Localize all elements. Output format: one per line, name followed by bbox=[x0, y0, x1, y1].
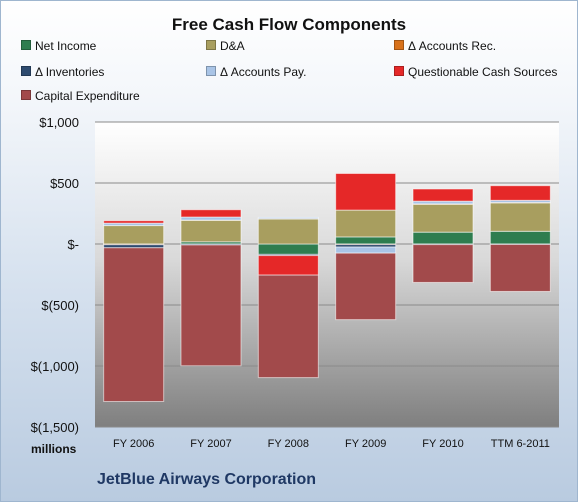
bar-segment bbox=[103, 220, 165, 224]
y-tick-label: $(500) bbox=[41, 298, 79, 313]
chart-legend: Net Income D&A Δ Accounts Rec. Δ Inventorie… bbox=[1, 1, 577, 111]
bar-segment bbox=[412, 188, 474, 202]
legend-label: Capital Expenditure bbox=[35, 89, 140, 103]
bar-segment bbox=[257, 274, 319, 379]
legend-swatch bbox=[21, 66, 31, 76]
legend-label: Δ Inventories bbox=[35, 65, 105, 79]
legend-label: Questionable Cash Sources bbox=[408, 65, 558, 79]
bar-segment bbox=[257, 216, 319, 220]
legend-swatch bbox=[206, 40, 216, 50]
bar-segment bbox=[335, 246, 397, 254]
bar-segment bbox=[412, 231, 474, 245]
chart-title: Free Cash Flow Components bbox=[171, 15, 407, 34]
x-tick-label: FY 2008 bbox=[268, 438, 309, 450]
legend-swatch bbox=[21, 90, 31, 100]
bar-segment bbox=[180, 219, 242, 243]
bar-segment bbox=[257, 218, 319, 245]
plot-area bbox=[95, 122, 559, 427]
legend-label: Δ Accounts Pay. bbox=[220, 65, 307, 79]
legend-swatch bbox=[394, 40, 404, 50]
y-tick-label: $1,000 bbox=[39, 115, 79, 130]
legend-item: Δ Accounts Rec. bbox=[394, 39, 496, 53]
legend-label: Δ Accounts Rec. bbox=[408, 39, 497, 53]
bar-segment bbox=[257, 243, 319, 255]
y-tick-label: $500 bbox=[50, 176, 79, 191]
bar-segment bbox=[412, 203, 474, 233]
x-tick-label: FY 2010 bbox=[422, 438, 463, 450]
bar-segment bbox=[257, 255, 319, 276]
bar-segment bbox=[335, 172, 397, 211]
legend-item: Net Income bbox=[21, 39, 96, 53]
bar-segment bbox=[335, 236, 397, 245]
legend-label: D&A bbox=[220, 39, 245, 53]
legend-swatch bbox=[394, 66, 404, 76]
legend-item: D&A bbox=[206, 39, 245, 53]
legend-item: Capital Expenditure bbox=[21, 89, 140, 103]
y-tick-label: $(1,500) bbox=[31, 420, 79, 435]
bar-segment bbox=[489, 230, 551, 245]
y-tick-label: $(1,000) bbox=[31, 359, 79, 374]
bar-segment bbox=[489, 202, 551, 232]
bar-segment bbox=[180, 244, 242, 367]
legend-item: Questionable Cash Sources bbox=[394, 65, 557, 79]
bar-segment bbox=[103, 247, 165, 403]
company-name: JetBlue Airways Corporation bbox=[97, 471, 317, 488]
x-tick-label: TTM 6-2011 bbox=[491, 438, 550, 450]
units-label: millions bbox=[31, 442, 77, 456]
bar-segment bbox=[335, 252, 397, 321]
x-tick-label: FY 2009 bbox=[345, 438, 386, 450]
legend-item: Δ Inventories bbox=[21, 65, 104, 79]
y-tick-label: $- bbox=[67, 237, 79, 252]
bar-segment bbox=[412, 244, 474, 283]
bar-segment bbox=[489, 243, 551, 292]
x-tick-label: FY 2007 bbox=[190, 438, 231, 450]
legend-swatch bbox=[21, 40, 31, 50]
bar-segment bbox=[180, 209, 242, 218]
bar-segment bbox=[489, 185, 551, 201]
legend-label: Net Income bbox=[35, 39, 97, 53]
x-tick-label: FY 2006 bbox=[113, 438, 154, 450]
legend-swatch bbox=[206, 66, 216, 76]
bar-segment bbox=[335, 209, 397, 238]
bar-segment bbox=[103, 225, 165, 245]
legend-item: Δ Accounts Pay. bbox=[206, 65, 307, 79]
